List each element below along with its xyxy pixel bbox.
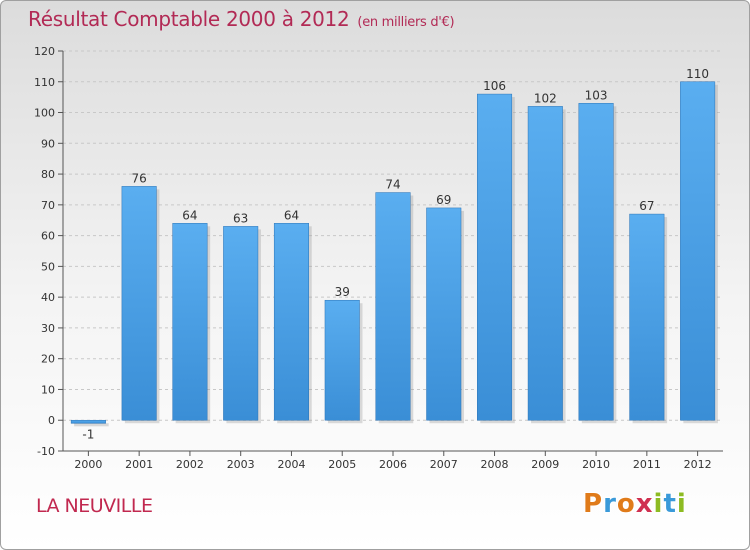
bar: [375, 192, 411, 421]
y-tick-label: 0: [48, 414, 55, 427]
y-tick-label: 40: [41, 291, 55, 304]
x-tick-label: 2008: [481, 458, 509, 471]
bar: [527, 106, 563, 421]
bar: [273, 223, 309, 421]
logo-letter: r: [603, 489, 617, 519]
y-tick-label: 30: [41, 322, 55, 335]
bar: [629, 213, 665, 421]
bar-value-label: 74: [385, 178, 400, 192]
y-tick-label: -10: [37, 445, 55, 458]
logo-letter: t: [663, 489, 677, 519]
bar: [578, 103, 614, 421]
x-tick-label: 2010: [582, 458, 610, 471]
bar-value-label: 103: [585, 88, 608, 102]
bar: [223, 226, 259, 421]
x-tick-label: 2002: [176, 458, 204, 471]
y-tick-label: 120: [34, 45, 55, 58]
x-tick-label: 2001: [125, 458, 153, 471]
x-tick-label: 2006: [379, 458, 407, 471]
y-tick-label: 20: [41, 353, 55, 366]
logo-letter: x: [635, 489, 654, 519]
bar-value-label: 106: [483, 79, 506, 93]
bar: [680, 81, 716, 421]
bar: [324, 299, 360, 421]
bar-value-label: 64: [182, 208, 197, 222]
x-tick-label: 2007: [430, 458, 458, 471]
x-tick-label: 2004: [277, 458, 305, 471]
logo-letter: o: [616, 489, 636, 519]
chart-title: Résultat Comptable 2000 à 2012 (en millie…: [28, 7, 455, 31]
bar: [477, 93, 513, 421]
x-tick-label: 2000: [74, 458, 102, 471]
x-tick-label: 2012: [684, 458, 712, 471]
y-tick-label: 60: [41, 230, 55, 243]
bar-value-label: 69: [436, 193, 451, 207]
city-name: LA NEUVILLE: [36, 495, 153, 517]
proxiti-logo: Proxiti: [583, 489, 687, 519]
bar-value-label: 110: [686, 67, 709, 81]
logo-letter: i: [676, 489, 687, 519]
bar-value-label: 76: [132, 171, 147, 185]
x-tick-label: 2005: [328, 458, 356, 471]
y-tick-label: 110: [34, 76, 55, 89]
bar: [172, 223, 208, 421]
x-tick-label: 2003: [227, 458, 255, 471]
title-text: Résultat Comptable 2000 à 2012: [28, 7, 350, 31]
bar-shadow: [74, 423, 109, 427]
logo-letter: i: [653, 489, 664, 519]
bar: [70, 419, 106, 424]
bar-value-label: 102: [534, 91, 557, 105]
x-tick-label: 2009: [531, 458, 559, 471]
bar-value-label: 63: [233, 211, 248, 225]
y-tick-label: 50: [41, 260, 55, 273]
title-unit: (en milliers d'€): [357, 15, 455, 30]
bar-value-label: -1: [82, 427, 94, 441]
bar: [426, 207, 462, 421]
y-tick-label: 90: [41, 137, 55, 150]
bar-value-label: 67: [639, 199, 654, 213]
logo-letter: P: [583, 489, 604, 519]
y-tick-label: 100: [34, 107, 55, 120]
y-tick-label: 70: [41, 199, 55, 212]
y-tick-label: 10: [41, 383, 55, 396]
bar: [121, 186, 157, 421]
x-tick-label: 2011: [633, 458, 661, 471]
bar-value-label: 39: [335, 285, 350, 299]
bar-value-label: 64: [284, 208, 299, 222]
y-tick-label: 80: [41, 168, 55, 181]
